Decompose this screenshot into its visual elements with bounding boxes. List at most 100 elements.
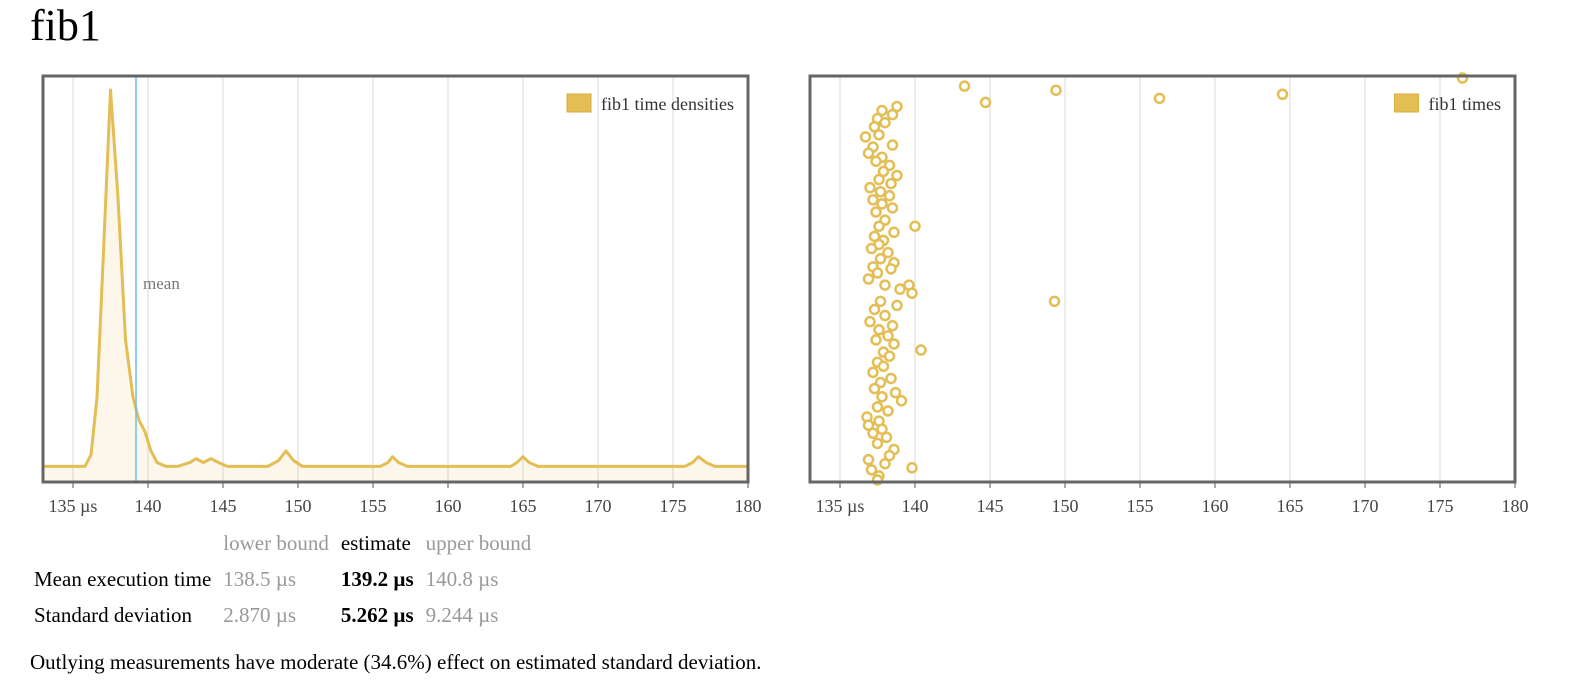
scatter-point [879, 279, 891, 291]
density-chart: 135 µs 140 145 150 155 160 165 170 175 180 mean fib… [41, 74, 762, 516]
scatter-point [883, 449, 896, 462]
x-tick-label: 160 [1202, 496, 1229, 516]
scatter-point [874, 295, 887, 308]
scatter-point [886, 108, 899, 121]
scatter-point [891, 169, 903, 182]
scatter-point [883, 350, 896, 362]
x-tick-label: 150 [285, 496, 312, 516]
times-scatter-chart: 135 µs 140 145 150 155 160 165 170 175 180 fib1 ti… [808, 72, 1529, 516]
estimate-value: 139.2 µs [340, 566, 414, 591]
header-lower-bound: lower bound [223, 530, 329, 555]
scatter-point [888, 226, 900, 239]
scatter-point [891, 100, 903, 113]
page-title: fib1 [30, 1, 101, 50]
scatter-point [909, 220, 921, 232]
scatter-point [867, 427, 879, 440]
scatter-point [880, 431, 893, 444]
scatter-point [889, 386, 902, 399]
scatter-point [883, 190, 896, 202]
upper-bound-value: 140.8 µs [425, 566, 499, 591]
scatter-point [867, 194, 879, 206]
scatter-point [862, 273, 875, 285]
x-tick-label: 140 [135, 496, 162, 516]
scatter-point [915, 344, 927, 356]
scatter-point [1048, 295, 1061, 308]
legend-label: fib1 times [1429, 94, 1502, 114]
legend-label: fib1 time densities [601, 94, 734, 114]
x-tick-label: 155 [1127, 496, 1154, 516]
scatter-point [876, 198, 888, 210]
x-tick-label: 170 [1352, 496, 1379, 516]
scatter-point [876, 104, 888, 117]
scatter-point [906, 287, 918, 299]
mean-label: mean [143, 274, 180, 293]
scatter-point [868, 382, 881, 395]
x-tick-label: 140 [902, 496, 929, 516]
scatter-point [879, 457, 891, 470]
scatter-point [958, 80, 971, 92]
scatter-point [882, 405, 894, 417]
scatter-point [874, 252, 887, 265]
x-tick-label: 175 [1427, 496, 1454, 516]
x-tick-label: 150 [1052, 496, 1079, 516]
scatter-point [871, 267, 884, 279]
scatter-point [885, 372, 897, 385]
scatter-point [906, 462, 918, 474]
stats-header-row: lower bound estimate upper bound [28, 525, 537, 561]
scatter-point [873, 129, 885, 141]
scatter-point [867, 366, 879, 379]
x-tick-label: 165 [510, 496, 537, 516]
plot-frame [41, 74, 750, 484]
x-tick-label: 135 µs [49, 496, 98, 516]
scatter-point [886, 202, 899, 214]
row-label: Mean execution time [34, 566, 212, 591]
scatter-point [868, 230, 881, 243]
scatter-point [859, 131, 872, 143]
x-tick-label: 155 [360, 496, 387, 516]
x-tick-label: 180 [735, 496, 762, 516]
scatter-point [886, 319, 899, 332]
scatter-point [864, 315, 876, 328]
scatter-point [870, 206, 882, 218]
scatter-point [879, 116, 891, 129]
x-tick-label: 170 [585, 496, 612, 516]
scatter-point [862, 147, 875, 159]
stats-header-empty [28, 525, 217, 561]
scatter-point [1050, 84, 1062, 96]
header-upper-bound: upper bound [425, 530, 532, 555]
scatter-point [885, 263, 897, 275]
scatter-point [891, 299, 903, 312]
scatter-point [876, 390, 888, 403]
scatter-point [862, 419, 875, 431]
scatter-point [877, 165, 890, 178]
header-estimate: estimate [340, 530, 411, 555]
row-label: Standard deviation [34, 602, 193, 627]
scatter-point [870, 155, 882, 168]
scatter-point [877, 360, 890, 373]
x-tick-label: 135 µs [816, 496, 865, 516]
estimate-value: 5.262 µs [340, 602, 414, 627]
scatter-point [979, 96, 992, 109]
lower-bound-value: 2.870 µs [223, 602, 297, 627]
stats-row-stddev: Standard deviation 2.870 µs 5.262 µs 9.2… [28, 597, 537, 633]
scatter-point [1276, 88, 1289, 101]
scatter-point [871, 437, 884, 450]
plot-frame [808, 74, 1517, 484]
scatter-point [894, 283, 906, 295]
scatter-point [873, 324, 885, 336]
scatter-point [865, 464, 878, 476]
scatter-point [873, 173, 885, 186]
outlier-note: Outlying measurements have moderate (34.… [30, 650, 762, 674]
scatter-point [873, 220, 885, 232]
upper-bound-value: 9.244 µs [425, 602, 499, 627]
legend-swatch [1394, 93, 1419, 113]
scatter-point [868, 121, 881, 133]
scatter-point [862, 453, 875, 466]
scatter-point [886, 139, 899, 151]
stats-table: lower bound estimate upper bound Mean ex… [28, 525, 537, 633]
x-tick-label: 175 [660, 496, 687, 516]
legend-swatch [566, 93, 592, 113]
x-tick-label: 165 [1277, 496, 1304, 516]
scatter-point [882, 246, 894, 259]
scatter-point [871, 401, 884, 413]
